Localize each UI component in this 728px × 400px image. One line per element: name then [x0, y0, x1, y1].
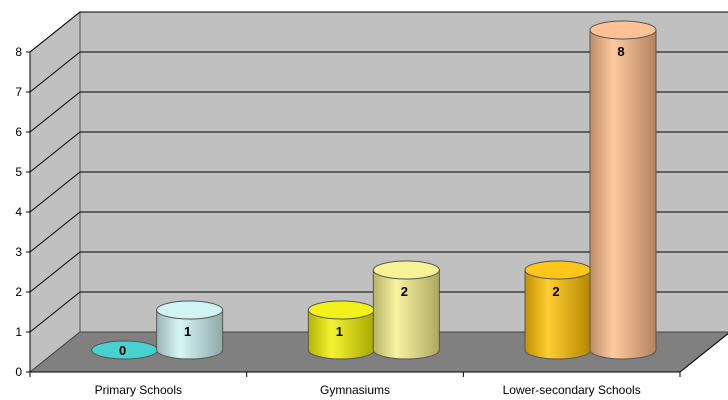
gridline — [29, 91, 728, 133]
cylinder-top — [372, 260, 440, 280]
y-tick-label: 6 — [15, 125, 22, 139]
cylinder-body — [589, 29, 657, 360]
data-label: 2 — [401, 284, 408, 299]
gridline — [29, 291, 728, 333]
gridline — [29, 211, 728, 253]
y-tick-label: 5 — [15, 165, 22, 179]
cylinder-top — [156, 300, 224, 320]
data-label: 0 — [119, 343, 126, 358]
gridline — [29, 131, 728, 173]
y-tick-label: 1 — [15, 325, 22, 339]
data-label: 2 — [552, 284, 559, 299]
cylinder-bar: 8 — [589, 20, 657, 360]
y-tick-label: 0 — [15, 365, 22, 379]
x-category-label: Primary Schools — [95, 383, 182, 397]
data-label: 8 — [617, 44, 624, 59]
cylinder-bar: 1 — [156, 300, 224, 360]
y-tick-label: 4 — [15, 205, 22, 219]
x-category-label: Gymnasiums — [320, 383, 390, 397]
cylinder-bar: 0 — [91, 340, 159, 360]
gridline — [29, 11, 728, 53]
gridline — [29, 251, 728, 293]
y-tick-label: 7 — [15, 85, 22, 99]
cylinder-body — [372, 269, 440, 360]
cylinder-bar: 2 — [524, 260, 592, 360]
y-tick-label: 3 — [15, 245, 22, 259]
x-axis: Primary Schools Gymnasiums Lower-secondary… — [29, 332, 728, 397]
y-tick-label: 8 — [15, 45, 22, 59]
x-category-label: Lower-secondary Schools — [503, 383, 641, 397]
bars: 0 1 1 2 2 8 — [91, 20, 657, 360]
cylinder-bar: 2 — [372, 260, 440, 360]
cylinder-body — [156, 309, 224, 360]
data-label: 1 — [184, 324, 191, 339]
cylinder-bar: 1 — [307, 300, 375, 360]
cylinder-top — [307, 300, 375, 320]
gridline — [29, 51, 728, 93]
gridlines — [29, 11, 728, 333]
data-label: 1 — [336, 324, 343, 339]
y-axis: 0 1 2 3 4 5 6 7 8 — [15, 45, 31, 379]
y-tick-label: 2 — [15, 285, 22, 299]
gridline — [29, 171, 728, 213]
floor-edge — [679, 332, 728, 373]
cylinder-top — [589, 20, 657, 40]
cylinder-top — [524, 260, 592, 280]
